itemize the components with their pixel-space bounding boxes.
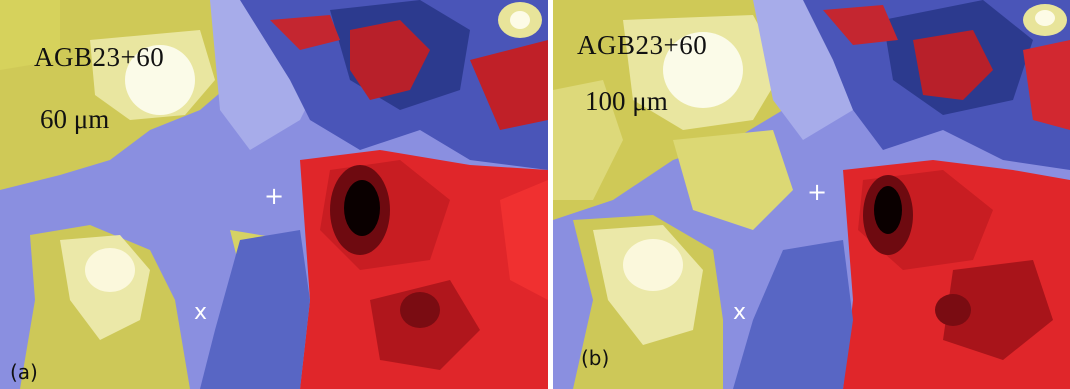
band-label: 60 μm [40,104,110,134]
cross-marker: x [733,300,747,325]
panel-tag: (b) [581,346,610,370]
plus-marker: + [807,178,828,206]
map-60um [0,0,548,389]
panel-tag: (a) [10,360,38,384]
panel-divider [548,0,553,389]
panel-a: AGB23+60 60 μm (a) + x [0,0,548,389]
cross-marker: x [194,300,208,325]
map-100um [553,0,1070,389]
panel-b: AGB23+60 100 μm (b) + x [553,0,1070,389]
object-label: AGB23+60 [577,30,708,60]
object-label: AGB23+60 [34,42,165,72]
plus-marker: + [264,182,285,210]
band-label: 100 μm [585,86,668,116]
